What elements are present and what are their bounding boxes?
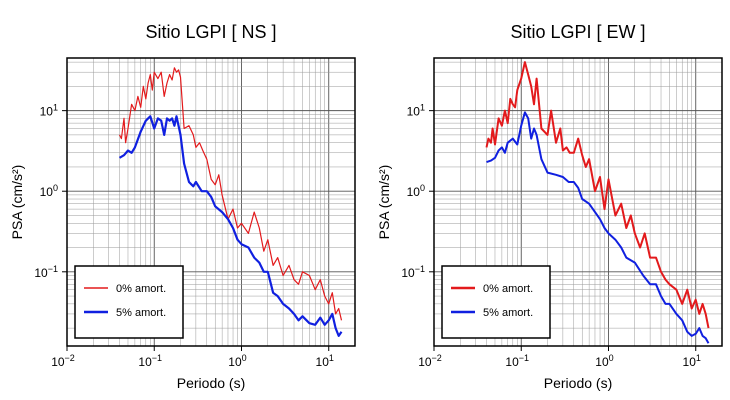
series-line xyxy=(486,111,710,344)
y-tick-label: 101 xyxy=(40,103,58,119)
x-axis-label: Periodo (s) xyxy=(544,375,612,391)
chart-title: Sitio LGPI [ EW ] xyxy=(510,22,645,42)
series-line xyxy=(485,61,710,329)
legend-label-5pct: 5% amort. xyxy=(116,307,166,319)
x-tick-label: 10−2 xyxy=(51,353,75,369)
y-tick-label: 100 xyxy=(40,183,58,199)
series-group xyxy=(485,61,710,344)
legend-label-0pct: 0% amort. xyxy=(483,283,533,295)
panel-ew: Sitio LGPI [ EW ] 10−2 10−1 100 10110−11001… xyxy=(376,22,723,391)
x-axis-label: Periodo (s) xyxy=(177,375,245,391)
y-tick-label: 100 xyxy=(407,183,425,199)
y-tick-label: 10−1 xyxy=(34,264,58,280)
legend-label-5pct: 5% amort. xyxy=(483,307,533,319)
plot-frame xyxy=(433,57,723,347)
x-tick-label: 10−1 xyxy=(505,353,529,369)
series-line xyxy=(118,67,343,321)
y-tick-label: 10−1 xyxy=(401,264,425,280)
legend: 0% amort. 5% amort. xyxy=(441,265,551,339)
legend-box xyxy=(441,265,551,339)
grid xyxy=(66,58,356,346)
legend-label-0pct: 0% amort. xyxy=(116,283,166,295)
x-tick-label: 100 xyxy=(228,353,246,369)
plot-frame xyxy=(66,57,356,347)
x-tick-label: 100 xyxy=(595,353,613,369)
chart-title: Sitio LGPI [ NS ] xyxy=(145,22,276,42)
x-tick-label: 101 xyxy=(683,353,701,369)
tick-labels: 10−2 10−1 100 101 10−1 100 101 xyxy=(34,103,334,369)
x-tick-label: 101 xyxy=(316,353,334,369)
legend-box xyxy=(74,265,184,339)
legend: 0% amort. 5% amort. xyxy=(74,265,184,339)
y-axis-label: PSA (cm/s²) xyxy=(376,165,392,240)
x-tick-label: 10−2 xyxy=(418,353,442,369)
series-group xyxy=(118,67,343,337)
panel-ns: Sitio LGPI [ NS ] 10−2 10−1 100 10110−11001… xyxy=(9,22,356,391)
y-axis-label: PSA (cm/s²) xyxy=(9,165,25,240)
tick-labels: 10−2 10−1 100 101 10−1 100 101 xyxy=(401,103,701,369)
y-tick-label: 101 xyxy=(407,103,425,119)
series-line xyxy=(118,115,343,337)
x-tick-label: 10−1 xyxy=(138,353,162,369)
